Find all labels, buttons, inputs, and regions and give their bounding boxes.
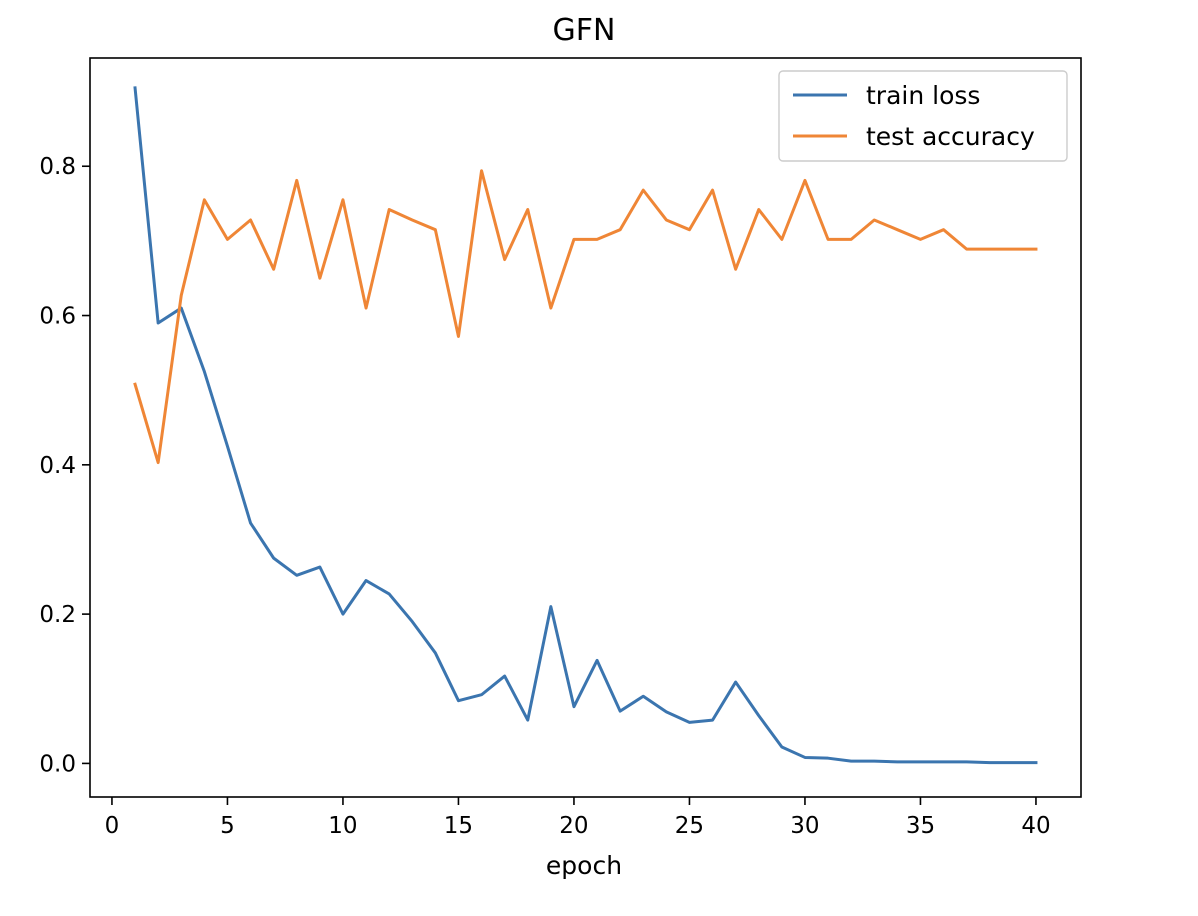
legend-entries: train loss test accuracy [793,81,1035,151]
series-line-test-accuracy [133,169,1038,465]
x-tick-label: 25 [675,813,704,839]
legend-label-train-loss: train loss [866,81,980,110]
plot-frame [89,57,1082,798]
x-tick-label: 20 [559,813,588,839]
y-axis: 0.0 0.2 0.4 0.6 0.8 [39,154,90,777]
y-tick-label: 0.0 [39,751,76,777]
series-line-train-loss [133,86,1038,765]
x-tick-label: 0 [105,813,120,839]
y-tick-label: 0.2 [39,602,76,628]
x-axis-label: epoch [546,851,622,880]
x-tick-label: 30 [790,813,819,839]
legend-box [778,70,1068,162]
x-tick-label: 5 [220,813,235,839]
x-tick-label: 10 [328,813,357,839]
legend-label-test-accuracy: test accuracy [866,122,1035,151]
chart-title: GFN [553,13,616,48]
x-axis: 0 5 10 15 20 25 30 35 40 [105,797,1051,839]
y-tick-label: 0.4 [39,453,76,479]
x-tick-label: 40 [1021,813,1050,839]
series-layer [133,86,1038,765]
legend: train loss test accuracy [778,70,1068,162]
x-tick-label: 35 [906,813,935,839]
y-tick-label: 0.6 [39,304,76,330]
y-tick-label: 0.8 [39,154,76,180]
x-tick-label: 15 [444,813,473,839]
